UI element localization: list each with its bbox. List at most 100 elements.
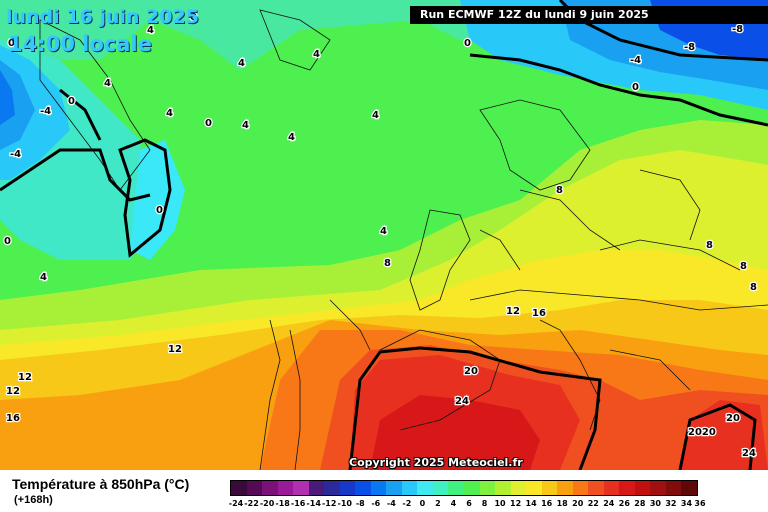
band-24c bbox=[370, 395, 540, 470]
scale-swatch bbox=[448, 481, 465, 495]
scale-swatch bbox=[634, 481, 651, 495]
scale-tick-label: -12 bbox=[321, 499, 337, 508]
isotherm-label: 12 bbox=[506, 306, 520, 317]
isotherm-label: 0 bbox=[8, 38, 15, 49]
scale-tick-label: -2 bbox=[402, 499, 412, 508]
scale-swatch bbox=[526, 481, 543, 495]
isotherm-label: 12 bbox=[18, 372, 32, 383]
isotherm-label: 4 bbox=[242, 120, 249, 131]
scale-tick-label: 26 bbox=[618, 499, 630, 508]
band-minus4-west bbox=[0, 60, 35, 150]
scale-tick-label: -22 bbox=[244, 499, 259, 508]
isotherm-label: 4 bbox=[104, 78, 111, 89]
isotherm-label: -4 bbox=[10, 149, 21, 160]
isotherm-label: -4 bbox=[630, 55, 641, 66]
forecast-time: 14:00 locale bbox=[8, 32, 152, 56]
scale-swatch bbox=[293, 481, 310, 495]
scale-swatch bbox=[665, 481, 682, 495]
scale-tick-label: 0 bbox=[419, 499, 426, 508]
forecast-date: lundi 16 juin 2025 bbox=[6, 6, 199, 28]
isotherm-label: 0 bbox=[156, 205, 163, 216]
scale-tick-label: 6 bbox=[466, 499, 472, 508]
scale-tick-label: 28 bbox=[634, 499, 646, 508]
isotherm-label: 8 bbox=[384, 258, 391, 269]
scale-tick-label: 16 bbox=[541, 499, 553, 508]
scale-tick-label: 34 bbox=[680, 499, 693, 508]
scale-swatch bbox=[510, 481, 527, 495]
isotherm-label: 4 bbox=[166, 108, 173, 119]
isotherm-label: 16 bbox=[532, 308, 546, 319]
scale-tick-label: 20 bbox=[572, 499, 584, 508]
scale-swatch bbox=[603, 481, 620, 495]
scale-swatch bbox=[417, 481, 434, 495]
scale-swatch bbox=[324, 481, 341, 495]
isotherm-label: 8 bbox=[706, 240, 713, 251]
scale-swatch bbox=[277, 481, 294, 495]
isotherm-label: 0 bbox=[205, 118, 212, 129]
isotherm-label: 16 bbox=[6, 413, 20, 424]
isotherm-label: 0 bbox=[68, 96, 75, 107]
isotherm-label: 4 bbox=[147, 25, 154, 36]
scale-swatch bbox=[262, 481, 279, 495]
color-scale bbox=[230, 480, 698, 496]
scale-swatch bbox=[231, 481, 248, 495]
color-scale-labels: -24 -22 -20 -18 -16 -14 -12 -10 -8 -6 -4 -2 0 2 4 6 8 10 1… bbox=[228, 499, 708, 509]
scale-tick-label: 24 bbox=[603, 499, 615, 508]
band-minus8-west bbox=[0, 70, 15, 125]
scale-swatch bbox=[401, 481, 418, 495]
scale-tick-label: -16 bbox=[290, 499, 306, 508]
scale-swatch bbox=[355, 481, 372, 495]
scale-tick-label: -8 bbox=[355, 499, 365, 508]
legend-footer: Température à 850hPa (°C) (+168h) -24 -22… bbox=[0, 470, 768, 512]
scale-swatch bbox=[650, 481, 667, 495]
scale-tick-label: -18 bbox=[275, 499, 290, 508]
scale-swatch bbox=[386, 481, 403, 495]
band-0c-greenland bbox=[130, 140, 185, 260]
isotherm-label: 8 bbox=[740, 261, 747, 272]
coastlines bbox=[39, 9, 768, 470]
scale-swatch bbox=[308, 481, 325, 495]
isotherm-label: 4 bbox=[380, 226, 387, 237]
scale-tick-label: 22 bbox=[587, 499, 599, 508]
isotherm-label: 12 bbox=[168, 344, 182, 355]
scale-swatch bbox=[479, 481, 496, 495]
isotherm-label: 24 bbox=[455, 396, 469, 407]
scale-swatch bbox=[370, 481, 387, 495]
isotherm-label: 4 bbox=[238, 58, 245, 69]
isotherm-label: 4 bbox=[40, 272, 47, 283]
scale-swatch bbox=[339, 481, 356, 495]
copyright-text: Copyright 2025 Meteociel.fr bbox=[349, 456, 523, 469]
scale-tick-label: 14 bbox=[525, 499, 537, 508]
scale-tick-label: -6 bbox=[371, 499, 381, 508]
band-22c-east bbox=[680, 400, 768, 470]
isotherm-label: 4 bbox=[288, 132, 295, 143]
scale-swatch bbox=[681, 481, 698, 495]
scale-tick-label: 8 bbox=[481, 499, 488, 508]
scale-swatch bbox=[588, 481, 605, 495]
scale-tick-label: 32 bbox=[665, 499, 677, 508]
scale-tick-label: -10 bbox=[337, 499, 352, 508]
scale-tick-label: -14 bbox=[306, 499, 321, 508]
scale-tick-label: 30 bbox=[649, 499, 661, 508]
scale-tick-label: 10 bbox=[494, 499, 506, 508]
scale-tick-label: 36 bbox=[694, 499, 706, 508]
legend-title: Température à 850hPa (°C) bbox=[12, 476, 190, 492]
scale-swatch bbox=[495, 481, 512, 495]
isotherm-label: 20 bbox=[464, 366, 478, 377]
isotherm-label: 0 bbox=[190, 12, 197, 23]
scale-swatch bbox=[572, 481, 589, 495]
isotherm-label: -8 bbox=[732, 24, 743, 35]
isotherm-label: -8 bbox=[684, 42, 695, 53]
scale-tick-label: 12 bbox=[510, 499, 522, 508]
scale-tick-label: -24 bbox=[228, 499, 244, 508]
scale-swatch bbox=[246, 481, 263, 495]
scale-tick-label: 18 bbox=[556, 499, 568, 508]
scale-tick-label: 4 bbox=[450, 499, 457, 508]
scale-swatch bbox=[619, 481, 636, 495]
isotherm-label: 0 bbox=[4, 236, 11, 247]
isotherm-label: 24 bbox=[742, 448, 756, 459]
isotherm-label: 8 bbox=[556, 185, 563, 196]
